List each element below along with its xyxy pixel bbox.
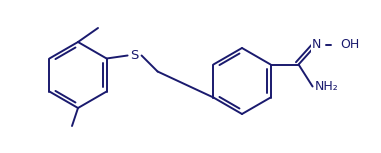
Text: S: S — [130, 49, 139, 62]
Text: NH₂: NH₂ — [315, 80, 338, 93]
Text: N: N — [312, 38, 321, 51]
Text: OH: OH — [341, 38, 360, 51]
